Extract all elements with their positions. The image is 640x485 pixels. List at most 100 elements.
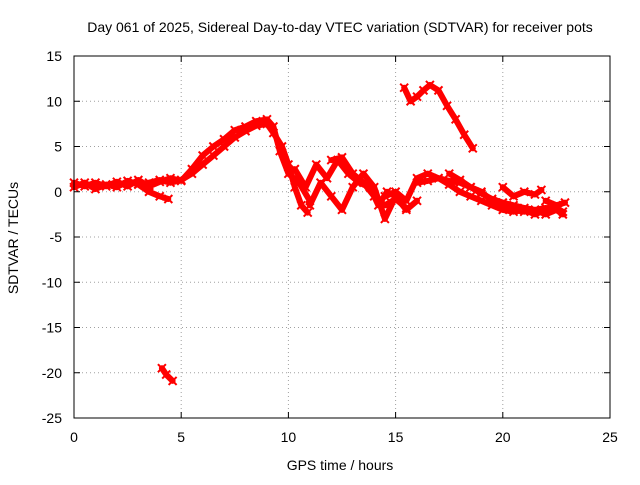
x-tick-label: 5 [177,429,185,445]
data-point [468,143,478,154]
data-point [300,182,311,192]
data-point [262,114,272,125]
data-point [455,175,465,185]
data-point [305,200,315,211]
series-dip-branch [135,181,172,202]
data-point [412,177,422,188]
data-point [167,376,178,386]
data-point [165,173,176,183]
data-point [433,85,444,96]
y-axis-label: SDTVAR / TECUs [5,182,21,294]
data-point [425,80,435,90]
data-point [326,191,336,201]
data-point [337,152,347,163]
data-point [90,177,101,188]
data-point [412,196,422,206]
data-point [444,168,454,179]
data-point [369,191,379,201]
data-point [536,185,547,195]
series-layer [69,80,570,386]
data-point [476,188,487,199]
data-point [540,196,551,206]
data-point [380,200,390,211]
data-point [197,150,208,161]
data-point [337,205,347,215]
x-tick-label: 25 [602,429,618,445]
data-point [358,177,369,188]
data-point [465,191,476,201]
data-point [133,179,144,190]
chart-title: Day 061 of 2025, Sidereal Day-to-day VTE… [87,19,593,35]
data-point [326,155,336,165]
data-point [208,141,219,152]
data-point [163,194,174,204]
data-point [401,196,412,206]
y-tick-label: -25 [42,410,62,426]
data-point [187,164,197,174]
x-tick-label: 10 [281,429,297,445]
data-point [399,82,409,93]
data-point [508,200,519,211]
data-point [315,177,326,188]
data-point [558,209,568,220]
data-point [348,168,358,179]
data-point [508,191,519,201]
y-tick-label: -5 [50,229,63,245]
data-point [560,197,570,208]
data-point [540,203,551,213]
data-point [290,164,300,174]
data-point [405,96,416,106]
data-point [423,168,433,179]
data-point [101,181,111,192]
x-tick-label: 20 [495,429,511,445]
grid-layer [74,56,610,418]
data-point [390,187,401,197]
data-point [122,181,133,192]
data-point [433,173,444,183]
data-point [530,189,540,200]
y-tick-label: 0 [54,184,62,200]
data-point [455,187,465,197]
data-point [487,194,497,204]
x-tick-label: 15 [388,429,404,445]
data-point [208,150,219,161]
data-point [380,214,390,224]
y-tick-label: -15 [42,320,62,336]
data-point [459,130,469,140]
data-point [530,205,540,215]
data-point [423,176,433,186]
data-point [144,187,154,197]
data-point [112,177,122,187]
y-tick-label: 15 [46,48,62,64]
data-point [219,134,229,144]
data-point [155,191,165,201]
data-point [176,176,186,186]
tick-layer: 0 5 10 15 20 25 -25 -20 -15 -10 -5 0 5 10 15 [42,48,618,445]
data-point [519,203,529,213]
data-point [311,159,321,170]
data-point [380,191,390,201]
data-point [498,182,508,192]
data-point [157,363,167,373]
data-point [322,173,332,183]
data-point [519,187,529,197]
data-point [302,207,313,218]
data-point [465,182,476,192]
data-point [155,177,165,187]
data-point [296,200,306,211]
data-point [358,168,369,179]
data-point [551,200,562,211]
y-tick-label: -20 [42,365,62,381]
y-tick-label: 10 [46,93,62,109]
data-point [240,121,251,132]
data-point [401,203,412,213]
data-point [283,168,294,179]
data-point [450,114,461,125]
y-tick-label: 5 [54,139,62,155]
data-point [80,181,90,192]
y-tick-label: -10 [42,274,62,290]
data-point [275,146,285,156]
x-axis-label: GPS time / hours [287,457,394,473]
